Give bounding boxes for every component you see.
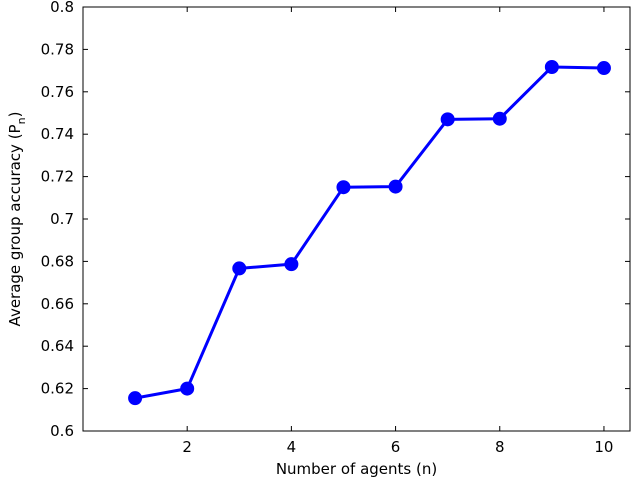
y-tick-label: 0.76 <box>41 83 74 101</box>
data-point <box>180 381 195 396</box>
series-layer <box>128 59 611 406</box>
y-axis-label-main: Average group accuracy (P <box>6 124 24 326</box>
y-axis-label-subscript: n <box>15 117 28 124</box>
y-tick-label: 0.6 <box>50 422 74 440</box>
data-point <box>440 112 455 127</box>
y-axis-label-close: ) <box>6 112 24 118</box>
y-tick-label: 0.8 <box>50 0 74 16</box>
y-tick-label: 0.66 <box>41 295 74 313</box>
data-point <box>284 257 299 272</box>
y-tick-label: 0.68 <box>41 252 74 270</box>
plot-area <box>82 6 631 432</box>
x-axis: 2 4 6 8 10 <box>182 7 613 456</box>
series-line <box>134 65 604 400</box>
y-tick-label: 0.78 <box>41 40 74 58</box>
y-tick-label: 0.72 <box>41 168 74 186</box>
data-point <box>544 59 559 74</box>
data-point <box>596 61 611 76</box>
y-tick-label: 0.64 <box>41 337 74 355</box>
data-point <box>492 111 507 126</box>
data-point <box>388 179 403 194</box>
y-axis: 0.6 0.62 0.64 0.66 0.68 0.7 0.72 0.74 0.76 0.78 0.… <box>41 0 630 440</box>
x-axis-label: Number of agents (n) <box>276 460 437 478</box>
x-tick-label: 8 <box>495 438 505 456</box>
data-point <box>128 391 143 406</box>
x-tick-label: 10 <box>594 438 613 456</box>
x-tick-label: 2 <box>182 438 192 456</box>
data-point <box>232 261 247 276</box>
y-tick-label: 0.7 <box>50 210 74 228</box>
y-tick-label: 0.62 <box>41 380 74 398</box>
x-tick-label: 4 <box>287 438 297 456</box>
y-axis-label: Average group accuracy (Pn) <box>6 112 28 327</box>
x-tick-label: 6 <box>391 438 401 456</box>
y-tick-label: 0.74 <box>41 125 74 143</box>
data-point <box>336 180 351 195</box>
